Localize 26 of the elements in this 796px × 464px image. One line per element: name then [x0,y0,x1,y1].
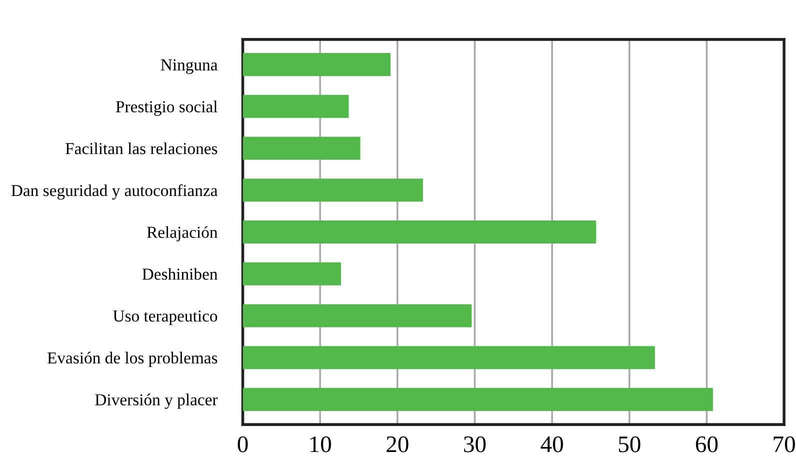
x-tick-label: 10 [310,436,332,452]
y-tick-label: Uso terapeutico [113,310,218,326]
x-tick-label: 40 [540,436,563,452]
bar [242,262,341,286]
x-tick-label: 20 [386,436,408,452]
bar [242,346,655,370]
y-tick-label: Diversión y placer [95,394,218,409]
x-tick-label: 60 [696,436,718,452]
bar [242,94,349,118]
x-tick-label: 0 [238,436,248,452]
bar [242,220,596,244]
y-tick-label: Relajación [146,226,218,242]
bar [242,53,390,76]
y-tick-label: Ninguna [160,59,218,74]
x-tick-label: 70 [774,436,795,452]
y-tick-label: Dan seguridad y autoconfianza [11,184,218,200]
bar [242,178,423,202]
x-tick-label: 50 [618,436,640,452]
y-tick-label: Prestigio social [116,100,218,116]
y-tick-label: Facilitan las relaciones [66,142,218,154]
bar [242,136,360,160]
bar [242,304,472,328]
bar [242,388,713,411]
y-tick-label: Deshiniben [142,268,218,280]
x-tick-label: 30 [464,436,486,452]
y-tick-label: Evasión de los problemas [47,352,218,367]
